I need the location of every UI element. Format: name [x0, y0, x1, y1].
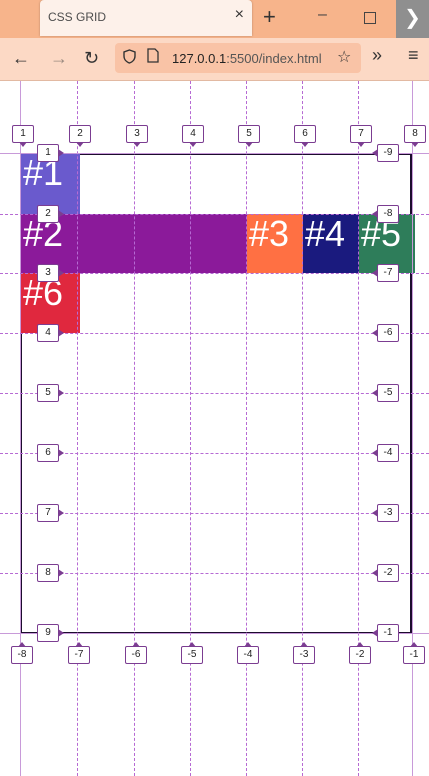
column-line-number: 7 — [350, 125, 372, 147]
column-line-number: 2 — [69, 125, 91, 147]
column-line-number: 8 — [404, 125, 426, 147]
column-line-number: 3 — [126, 125, 148, 147]
menu-icon[interactable]: ≡ — [408, 45, 419, 65]
grid-column-line — [412, 81, 413, 776]
column-line-number-negative: -1 — [403, 642, 425, 664]
column-line-number-negative: -8 — [11, 642, 33, 664]
grid-item: #2 — [21, 214, 249, 273]
page-viewport: #1 #2 #3 #4 #5 #6 1 2 3 4 5 6 7 8 -8 -7 -6 -5 -4 -3 -2 -1 1 2 3… — [0, 81, 429, 776]
forward-arrow-icon[interactable]: → — [50, 48, 68, 68]
grid-item: #5 — [359, 214, 415, 273]
column-line-number: 4 — [182, 125, 204, 147]
url-text[interactable]: 127.0.0.1:5500/index.html — [172, 51, 322, 66]
tab-bar: CSS GRID × + – ❯ — [0, 0, 429, 38]
close-window-button[interactable]: ❯ — [396, 0, 429, 38]
grid-item: #3 — [247, 214, 305, 273]
maximize-icon[interactable] — [364, 12, 376, 24]
new-tab-button[interactable]: + — [263, 4, 276, 29]
bookmark-star-icon[interactable]: ☆ — [337, 49, 352, 66]
grid-item: #1 — [21, 153, 80, 214]
column-line-number: 1 — [12, 125, 34, 147]
grid-item: #4 — [303, 214, 361, 273]
column-line-number-negative: -6 — [125, 642, 147, 664]
tab-close-icon[interactable]: × — [234, 6, 244, 23]
column-line-number-negative: -4 — [237, 642, 259, 664]
more-tools-icon[interactable]: » — [372, 45, 383, 65]
navigation-toolbar: ← → ↻ 127.0.0.1:5500/index.html ☆ » ≡ — [0, 38, 429, 81]
column-line-number: 5 — [238, 125, 260, 147]
minimize-icon[interactable]: – — [318, 6, 327, 23]
column-line-number-negative: -2 — [349, 642, 371, 664]
page-icon[interactable] — [147, 48, 159, 66]
column-line-number-negative: -3 — [293, 642, 315, 664]
back-arrow-icon[interactable]: ← — [12, 48, 30, 68]
tab-title: CSS GRID — [48, 10, 107, 24]
grid-item: #6 — [21, 273, 80, 333]
column-line-number-negative: -7 — [68, 642, 90, 664]
column-line-number-negative: -5 — [181, 642, 203, 664]
shield-icon[interactable] — [123, 49, 136, 67]
column-line-number: 6 — [294, 125, 316, 147]
url-bar[interactable]: 127.0.0.1:5500/index.html ☆ — [115, 43, 361, 73]
reload-icon[interactable]: ↻ — [84, 48, 100, 68]
tab-active[interactable]: CSS GRID × — [40, 0, 252, 36]
